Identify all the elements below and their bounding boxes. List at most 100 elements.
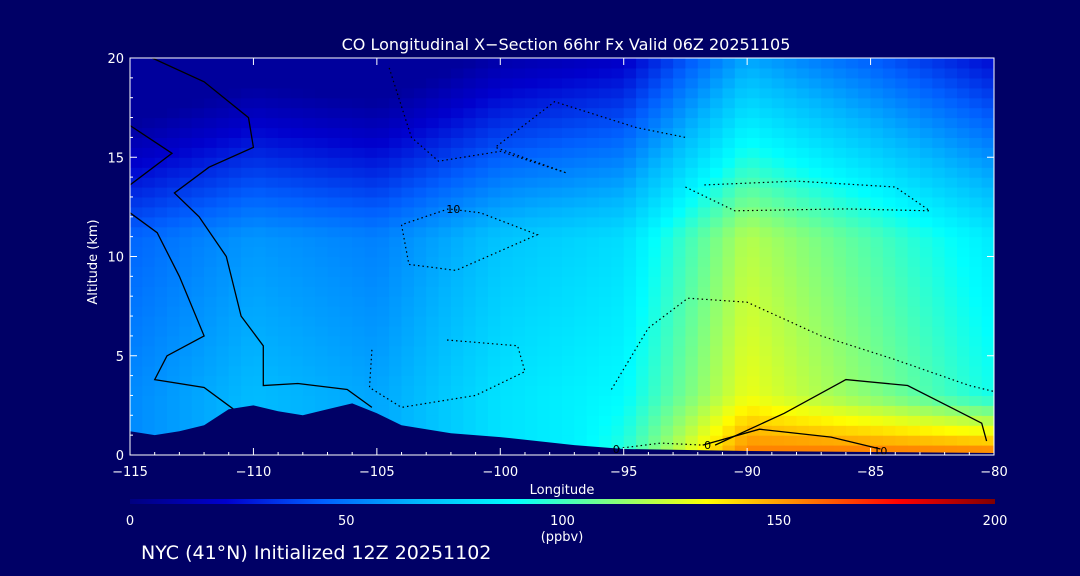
heatmap-cell: [734, 425, 748, 436]
heatmap-cell: [413, 256, 427, 267]
heatmap-cell: [204, 206, 217, 218]
heatmap-cell: [389, 335, 403, 347]
heatmap-cell: [932, 117, 946, 129]
heatmap-cell: [574, 415, 588, 426]
heatmap-cell: [315, 365, 328, 377]
heatmap-cell: [858, 415, 872, 426]
heatmap-cell: [636, 296, 649, 307]
heatmap-cell: [969, 316, 983, 327]
heatmap-cell: [500, 117, 514, 129]
heatmap-cell: [500, 107, 514, 119]
heatmap-cell: [796, 87, 810, 99]
contour-label: 0: [613, 443, 620, 456]
heatmap-cell: [352, 127, 366, 138]
heatmap-cell: [944, 355, 958, 367]
heatmap-cell: [833, 77, 847, 89]
heatmap-cell: [697, 306, 711, 317]
heatmap-cell: [895, 286, 909, 297]
heatmap-cell: [932, 365, 946, 377]
heatmap-cell: [821, 157, 835, 168]
heatmap-cell: [771, 206, 785, 218]
heatmap-cell: [339, 97, 353, 109]
heatmap-cell: [339, 67, 353, 79]
heatmap-cell: [957, 127, 970, 138]
heatmap-cell: [796, 345, 810, 357]
heatmap-cell: [549, 415, 563, 426]
heatmap-cell: [241, 137, 254, 148]
heatmap-cell: [673, 67, 686, 79]
heatmap-cell: [512, 77, 526, 89]
heatmap-cell: [278, 187, 291, 198]
heatmap-cell: [167, 425, 180, 436]
heatmap-cell: [438, 147, 452, 158]
heatmap-cell: [895, 355, 909, 367]
heatmap-cell: [179, 187, 193, 198]
heatmap-cell: [697, 316, 711, 327]
heatmap-cell: [574, 216, 588, 228]
heatmap-cell: [981, 375, 994, 387]
heatmap-cell: [932, 226, 946, 238]
heatmap-cell: [808, 365, 822, 377]
heatmap-cell: [401, 97, 415, 109]
y-tick-label: 20: [107, 52, 124, 67]
heatmap-cell: [154, 97, 168, 109]
heatmap-cell: [722, 405, 736, 416]
heatmap-cell: [426, 355, 440, 367]
heatmap-cell: [204, 167, 217, 178]
heatmap-cell: [599, 276, 612, 287]
heatmap-cell: [475, 316, 489, 327]
heatmap-cell: [475, 266, 489, 277]
heatmap-cell: [290, 326, 304, 337]
heatmap-cell: [438, 226, 452, 238]
heatmap-cell: [858, 58, 872, 69]
heatmap-cell: [500, 216, 514, 228]
heatmap-cell: [771, 167, 785, 178]
heatmap-cell: [500, 206, 514, 218]
heatmap-cell: [339, 335, 353, 347]
heatmap-cell: [327, 167, 341, 178]
heatmap-cell: [599, 167, 612, 178]
heatmap-cell: [315, 256, 328, 267]
heatmap-cell: [228, 276, 242, 287]
heatmap-cell: [636, 97, 649, 109]
heatmap-cell: [685, 77, 699, 89]
colorbar-ticks: 0 50 100 150 200: [126, 514, 1008, 529]
heatmap-cell: [525, 157, 538, 168]
heatmap-cell: [697, 177, 711, 188]
heatmap-cell: [611, 355, 625, 367]
heatmap-cell: [611, 187, 625, 198]
heatmap-cell: [796, 316, 810, 327]
heatmap-cell: [858, 365, 872, 377]
heatmap-cell: [216, 345, 230, 357]
heatmap-cell: [241, 206, 254, 218]
heatmap-cell: [771, 137, 785, 148]
heatmap-cell: [722, 157, 736, 168]
heatmap-cell: [611, 147, 625, 158]
heatmap-cell: [339, 236, 353, 248]
heatmap-cell: [179, 375, 193, 387]
heatmap-cell: [648, 405, 662, 416]
heatmap-cell: [228, 206, 242, 218]
y-tick-label: 10: [107, 251, 124, 266]
heatmap-cell: [636, 187, 649, 198]
heatmap-cell: [648, 196, 662, 208]
heatmap-cell: [228, 316, 242, 327]
heatmap-cell: [191, 296, 205, 307]
heatmap-cell: [290, 206, 304, 218]
heatmap-cell: [389, 206, 403, 218]
heatmap-cell: [944, 335, 958, 347]
heatmap-cell: [919, 127, 933, 138]
heatmap-cell: [167, 415, 180, 426]
y-tick-label: 5: [116, 350, 124, 365]
heatmap-cell: [919, 326, 933, 337]
heatmap-cell: [907, 206, 921, 218]
heatmap-cell: [660, 226, 674, 238]
heatmap-cell: [882, 385, 896, 396]
heatmap-cell: [525, 306, 538, 317]
heatmap-cell: [167, 87, 180, 99]
heatmap-cell: [315, 375, 328, 387]
heatmap-cell: [882, 187, 896, 198]
heatmap-cell: [796, 226, 810, 238]
heatmap-cell: [611, 157, 625, 168]
heatmap-cell: [327, 67, 341, 79]
